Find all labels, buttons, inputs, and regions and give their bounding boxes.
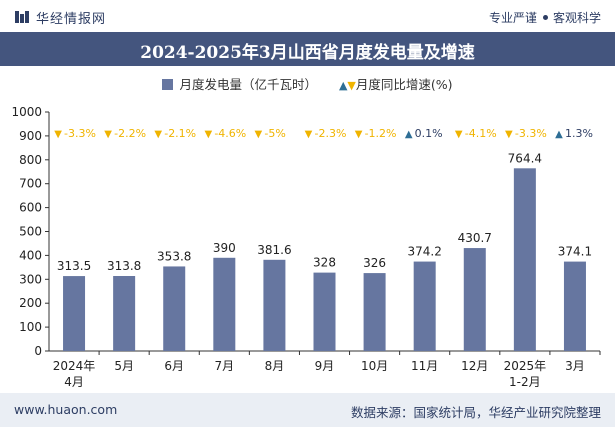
growth-value-label: -5% <box>264 127 285 140</box>
x-tick-label: 2025年 <box>504 359 547 373</box>
legend-series1-label: 月度发电量（亿千瓦时） <box>179 77 317 92</box>
top-bar: 华经情报网 专业严谨 客观科学 <box>0 0 615 32</box>
growth-value-label: 0.1% <box>415 127 443 140</box>
growth-down-triangle-icon: ▼ <box>355 129 363 140</box>
y-tick-label: 200 <box>19 296 42 310</box>
bar-value-label: 374.2 <box>408 245 442 259</box>
y-tick-label: 500 <box>19 225 42 239</box>
y-tick-label: 900 <box>19 129 42 143</box>
tagline-second: 客观科学 <box>552 11 601 25</box>
x-tick-label: 3月 <box>565 359 585 373</box>
chart-legend: 月度发电量（亿千瓦时） ▲▼月度同比增速(%) <box>0 74 615 93</box>
x-tick-label: 6月 <box>164 359 184 373</box>
y-tick-label: 300 <box>19 272 42 286</box>
y-tick-label: 400 <box>19 248 42 262</box>
x-tick-label-line2: 1-2月 <box>509 375 541 389</box>
bar <box>213 257 236 351</box>
bar <box>163 266 186 351</box>
bar-value-label: 764.4 <box>508 151 542 165</box>
y-tick-label: 100 <box>19 320 42 334</box>
bar <box>63 276 86 351</box>
growth-value-label: -3.3% <box>515 127 547 140</box>
bar-value-label: 326 <box>363 256 386 270</box>
bar <box>263 259 286 351</box>
y-tick-label: 800 <box>19 153 42 167</box>
footer-website: www.huaon.com <box>14 402 118 417</box>
bar-value-label: 374.1 <box>558 245 592 259</box>
bar-value-label: 313.5 <box>57 259 91 273</box>
bar <box>513 168 536 351</box>
growth-down-triangle-icon: ▼ <box>104 129 112 140</box>
growth-value-label: -2.1% <box>164 127 196 140</box>
footer-bar: www.huaon.com 数据来源：国家统计局，华经产业研究院整理 <box>0 393 615 427</box>
growth-down-triangle-icon: ▼ <box>305 129 313 140</box>
bar <box>563 261 586 351</box>
x-tick-label: 10月 <box>361 359 388 373</box>
legend-bar-swatch-icon <box>162 79 174 90</box>
x-tick-label: 7月 <box>214 359 234 373</box>
bar-value-label: 328 <box>313 256 336 270</box>
bar-value-label: 390 <box>213 241 236 255</box>
x-tick-label: 8月 <box>265 359 285 373</box>
growth-value-label: -1.2% <box>365 127 397 140</box>
bar <box>313 272 336 351</box>
legend-growth-item: ▲▼月度同比增速(%) <box>339 77 453 92</box>
x-tick-label: 5月 <box>114 359 134 373</box>
growth-down-triangle-icon: ▼ <box>505 129 513 140</box>
bar <box>113 276 136 351</box>
y-tick-label: 600 <box>19 201 42 215</box>
x-tick-label-line2: 4月 <box>64 375 84 389</box>
tagline-first: 专业严谨 <box>488 11 537 25</box>
growth-down-triangle-icon: ▼ <box>154 129 162 140</box>
growth-down-triangle-icon: ▼ <box>255 129 263 140</box>
bar-value-label: 313.8 <box>107 259 141 273</box>
bar <box>463 248 486 351</box>
growth-down-triangle-icon: ▼ <box>204 129 212 140</box>
title-bar: 2024-2025年3月山西省月度发电量及增速 <box>0 32 615 66</box>
legend-up-triangle-icon: ▲ <box>338 79 348 92</box>
y-tick-label: 0 <box>34 344 42 358</box>
growth-down-triangle-icon: ▼ <box>455 129 463 140</box>
x-tick-label: 11月 <box>411 359 438 373</box>
x-tick-label: 2024年 <box>53 359 96 373</box>
growth-value-label: -3.3% <box>64 127 96 140</box>
legend-series2-label: 月度同比增速(%) <box>355 77 453 92</box>
bar-value-label: 430.7 <box>458 231 492 245</box>
bar-value-label: 381.6 <box>257 243 291 257</box>
chart-title: 2024-2025年3月山西省月度发电量及增速 <box>140 43 475 63</box>
growth-value-label: -2.3% <box>315 127 347 140</box>
growth-value-label: -2.2% <box>114 127 146 140</box>
x-tick-label: 12月 <box>461 359 488 373</box>
bar <box>413 261 436 351</box>
y-tick-label: 1000 <box>11 105 42 119</box>
growth-up-triangle-icon: ▲ <box>555 129 563 140</box>
footer-source: 数据来源：国家统计局，华经产业研究院整理 <box>350 405 601 420</box>
separator-dot-icon <box>542 15 548 20</box>
y-tick-label: 700 <box>19 177 42 191</box>
tagline: 专业严谨 客观科学 <box>489 9 601 26</box>
brand-name: 华经情报网 <box>36 12 107 27</box>
growth-value-label: 1.3% <box>565 127 593 140</box>
growth-value-label: -4.6% <box>214 127 246 140</box>
legend-down-triangle-icon: ▼ <box>347 79 356 92</box>
growth-value-label: -4.1% <box>465 127 497 140</box>
growth-up-triangle-icon: ▲ <box>405 129 413 140</box>
growth-down-triangle-icon: ▼ <box>54 129 62 140</box>
x-tick-label: 9月 <box>315 359 335 373</box>
bar-value-label: 353.8 <box>157 249 191 263</box>
bar <box>363 273 386 351</box>
logo-icon <box>15 11 29 23</box>
